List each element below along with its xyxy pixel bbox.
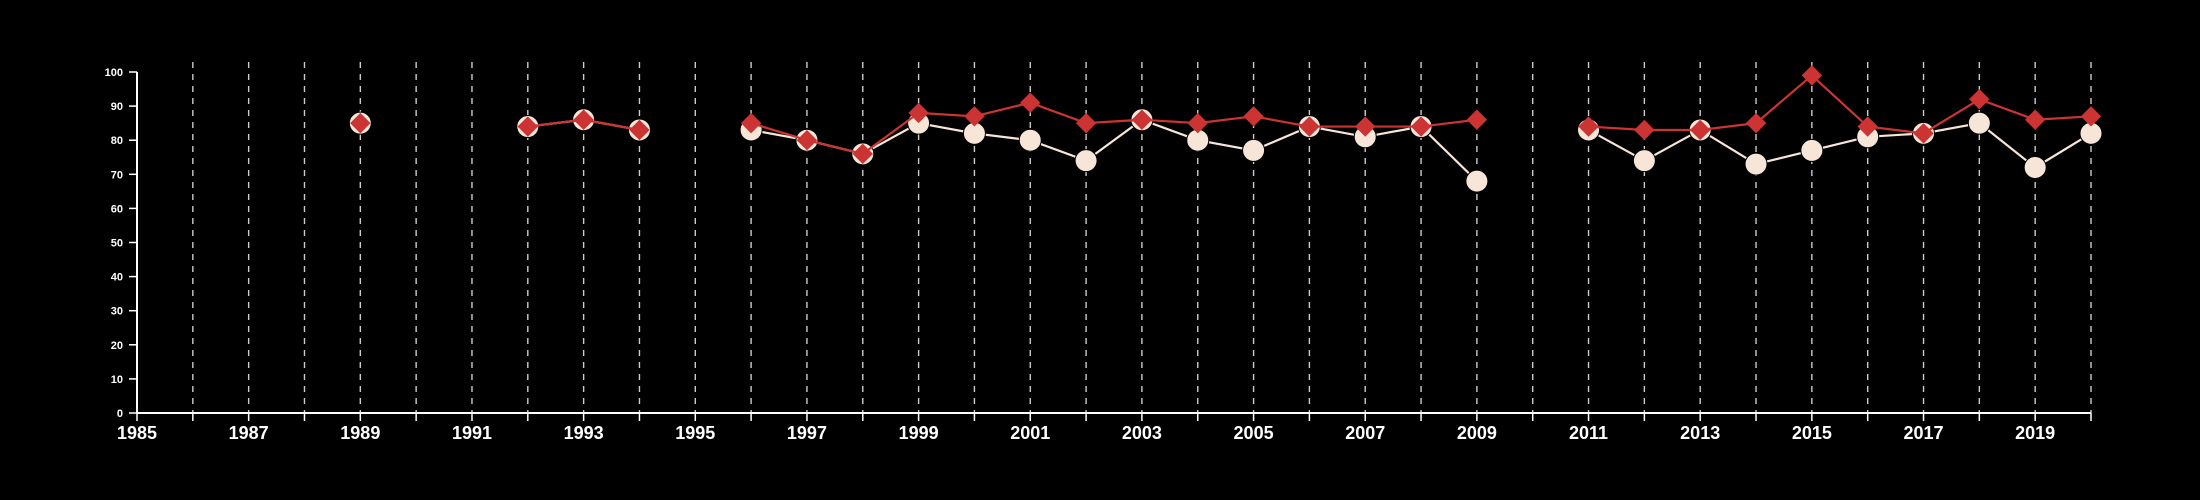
x-tick-label: 2013: [1680, 423, 1720, 443]
data-point-diamond: [1745, 112, 1767, 134]
y-tick-label: 90: [111, 101, 123, 113]
x-tick-label: 2007: [1345, 423, 1385, 443]
data-point-diamond: [964, 106, 985, 127]
data-point-diamond: [573, 109, 594, 130]
data-point-diamond: [1299, 116, 1320, 137]
x-tick-label: 2003: [1122, 423, 1162, 443]
data-point-diamond: [2080, 106, 2102, 127]
x-tick-label: 1995: [675, 423, 715, 443]
y-tick-label: 60: [111, 203, 123, 215]
data-point-diamond: [1020, 92, 1041, 113]
data-point-diamond: [1857, 116, 1878, 137]
axes: 0 10 20 30 40 50 60 70 80 90 100 1985 1987 1989 1991 19…: [105, 67, 2092, 443]
data-point-circle: [1967, 111, 1991, 135]
data-point-diamond: [1801, 65, 1823, 86]
x-tick-label: 2015: [1792, 423, 1832, 443]
data-point-diamond: [1578, 116, 1599, 137]
data-point-diamond: [350, 112, 371, 134]
data-point-diamond: [1634, 119, 1655, 141]
data-point-circle: [1018, 128, 1042, 152]
x-tick-label: 2001: [1010, 423, 1050, 443]
data-point-circle: [1632, 149, 1656, 173]
data-point-diamond: [1689, 119, 1711, 141]
data-point-diamond: [740, 112, 762, 134]
y-tick-label: 40: [111, 272, 123, 284]
data-point-diamond: [1131, 109, 1153, 130]
y-tick-label: 0: [117, 408, 123, 420]
data-point-circle: [1800, 138, 1824, 162]
x-tick-label: 1987: [229, 423, 269, 443]
data-point-diamond: [796, 129, 818, 151]
data-point-diamond: [517, 116, 539, 137]
y-tick-label: 50: [111, 238, 123, 250]
y-tick-label: 10: [111, 374, 123, 386]
y-tick-label: 20: [111, 340, 123, 352]
data-point-diamond: [1243, 106, 1264, 127]
data-point-diamond: [852, 143, 873, 165]
data-point-diamond: [1187, 112, 1208, 134]
x-tick-label: 2009: [1457, 423, 1497, 443]
y-tick-label: 70: [111, 169, 123, 181]
x-tick-label: 1999: [899, 423, 939, 443]
data-point-circle: [1242, 138, 1266, 162]
data-point-diamond: [1969, 89, 1990, 110]
x-tick-label: 2017: [1903, 423, 1943, 443]
x-tick-label: 2005: [1234, 423, 1274, 443]
data-point-diamond: [2024, 109, 2046, 130]
data-point-circle: [2023, 155, 2047, 179]
x-tick-label: 2019: [2015, 423, 2055, 443]
x-tick-label: 1985: [117, 423, 157, 443]
series-2: [350, 65, 2102, 165]
gridlines: [192, 62, 2092, 413]
data-point-diamond: [1913, 123, 1934, 144]
x-tick-label: 1997: [787, 423, 827, 443]
series-line-1: [1588, 121, 2092, 169]
data-point-diamond: [1355, 116, 1376, 137]
data-point-diamond: [1075, 112, 1097, 134]
x-tick-label: 1989: [340, 423, 380, 443]
data-point-circle: [1744, 152, 1768, 176]
data-point-diamond: [908, 102, 929, 124]
data-series: [348, 65, 2103, 193]
x-tick-label: 2011: [1569, 423, 1608, 443]
y-tick-label: 30: [111, 306, 123, 318]
data-point-diamond: [1466, 109, 1488, 130]
series-line-2: [1588, 73, 2092, 135]
y-tick-label: 80: [111, 135, 123, 147]
data-point-circle: [1465, 169, 1489, 193]
data-point-diamond: [629, 119, 650, 141]
x-tick-label: 1991: [452, 423, 492, 443]
y-tick-label: 100: [105, 67, 123, 79]
x-tick-label: 1993: [564, 423, 604, 443]
data-point-diamond: [1410, 116, 1432, 137]
data-point-circle: [1074, 149, 1098, 173]
